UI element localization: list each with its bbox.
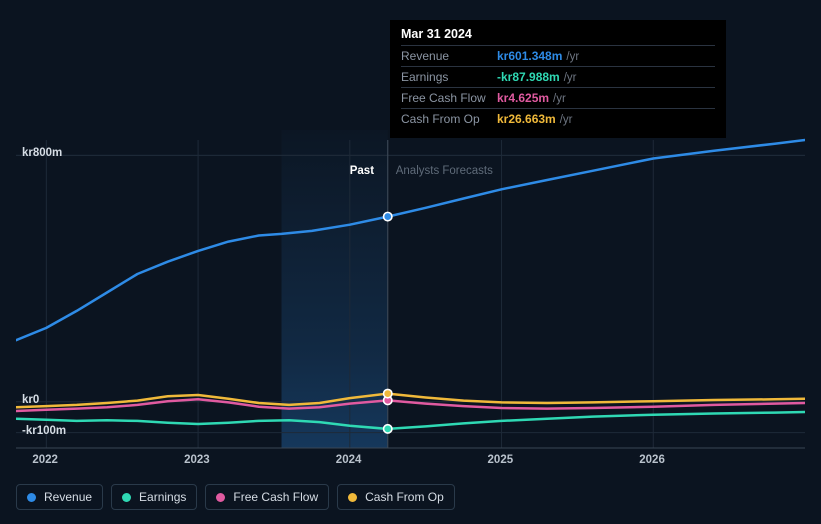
tooltip-suffix: /yr xyxy=(564,70,577,86)
tooltip-row-cfo: Cash From Op kr26.663m /yr xyxy=(401,108,715,129)
legend-label: Earnings xyxy=(139,490,186,504)
hover-tooltip: Mar 31 2024 Revenue kr601.348m /yr Earni… xyxy=(390,20,726,138)
tooltip-label: Cash From Op xyxy=(401,111,497,128)
y-axis-label: kr800m xyxy=(22,147,62,159)
x-axis-label: 2024 xyxy=(336,454,362,466)
legend-label: Free Cash Flow xyxy=(233,490,318,504)
tooltip-label: Earnings xyxy=(401,69,497,86)
tooltip-value: -kr87.988m xyxy=(497,69,560,86)
tooltip-row-fcf: Free Cash Flow kr4.625m /yr xyxy=(401,87,715,108)
x-axis-label: 2025 xyxy=(488,454,514,466)
x-axis-label: 2023 xyxy=(184,454,210,466)
tooltip-value: kr601.348m xyxy=(497,48,562,65)
band-label-past: Past xyxy=(350,165,374,177)
legend-item-fcf[interactable]: Free Cash Flow xyxy=(205,484,329,510)
tooltip-suffix: /yr xyxy=(553,91,566,107)
tooltip-value: kr4.625m xyxy=(497,90,549,107)
x-axis-label: 2026 xyxy=(639,454,665,466)
legend-dot xyxy=(348,493,357,502)
x-axis-label: 2022 xyxy=(32,454,58,466)
y-axis-label: kr0 xyxy=(22,394,39,406)
y-axis-label: -kr100m xyxy=(22,425,66,437)
legend-item-revenue[interactable]: Revenue xyxy=(16,484,103,510)
legend: Revenue Earnings Free Cash Flow Cash Fro… xyxy=(16,484,455,510)
tooltip-row-revenue: Revenue kr601.348m /yr xyxy=(401,45,715,66)
tooltip-date: Mar 31 2024 xyxy=(401,27,715,41)
legend-item-cfo[interactable]: Cash From Op xyxy=(337,484,455,510)
tooltip-suffix: /yr xyxy=(560,112,573,128)
legend-label: Revenue xyxy=(44,490,92,504)
legend-dot xyxy=(27,493,36,502)
legend-dot xyxy=(216,493,225,502)
legend-label: Cash From Op xyxy=(365,490,444,504)
band-label-forecast: Analysts Forecasts xyxy=(396,165,493,177)
legend-item-earnings[interactable]: Earnings xyxy=(111,484,197,510)
tooltip-value: kr26.663m xyxy=(497,111,556,128)
tooltip-label: Free Cash Flow xyxy=(401,90,497,107)
tooltip-suffix: /yr xyxy=(566,49,579,65)
tooltip-row-earnings: Earnings -kr87.988m /yr xyxy=(401,66,715,87)
legend-dot xyxy=(122,493,131,502)
tooltip-label: Revenue xyxy=(401,48,497,65)
